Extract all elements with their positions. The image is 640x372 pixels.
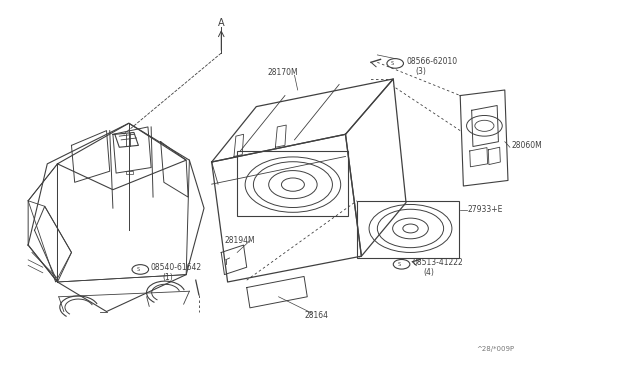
Text: 28194M: 28194M xyxy=(225,236,255,245)
Text: 28164: 28164 xyxy=(304,311,328,320)
Text: 08566-62010: 08566-62010 xyxy=(406,57,457,66)
Bar xyxy=(357,201,459,258)
Bar xyxy=(237,151,348,216)
Text: (4): (4) xyxy=(423,268,434,277)
Bar xyxy=(125,171,133,174)
Text: 27933+E: 27933+E xyxy=(468,205,503,215)
Text: 08513-41222: 08513-41222 xyxy=(412,257,463,267)
Text: S: S xyxy=(136,267,140,272)
Text: (1): (1) xyxy=(162,273,173,282)
Text: 28060M: 28060M xyxy=(511,141,542,150)
Text: A: A xyxy=(218,18,225,28)
Text: (3): (3) xyxy=(415,67,426,76)
Text: ^28/*009P: ^28/*009P xyxy=(476,346,515,352)
Text: S: S xyxy=(397,262,401,267)
Text: 08540-61642: 08540-61642 xyxy=(150,263,202,272)
Text: S: S xyxy=(391,61,394,66)
Text: 28170M: 28170M xyxy=(268,68,298,77)
